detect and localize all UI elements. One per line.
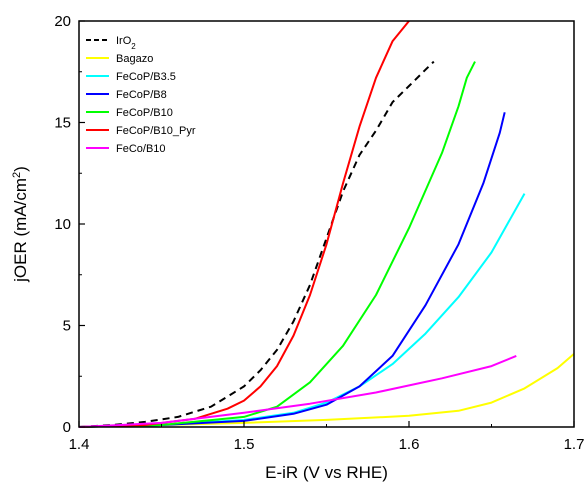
series-line-0 [78,60,435,428]
legend-label-5: FeCoP/B10_Pyr [116,125,196,137]
tick-layer: 1.4 1.5 1.6 1.7 0 5 10 15 20 [54,13,584,453]
y-axis-title-end: ) [11,166,30,172]
y-tick-label-0: 0 [63,419,71,436]
x-tick-label-0: 1.4 [69,436,90,453]
legend-label-0: IrO2 [116,35,136,51]
legend-label-sub-0: 2 [131,42,136,51]
series-line-5 [78,20,410,428]
y-tick-label-3: 15 [54,115,71,132]
legend-label-2: FeCoP/B3.5 [116,71,176,83]
series-line-6 [78,354,517,428]
y-tick-label-2: 10 [54,216,71,233]
x-tick-label-1: 1.5 [234,436,255,453]
y-axis-title: jOER (mA/cm2) [11,166,30,283]
series-layer [78,20,575,428]
series-line-2 [78,193,526,428]
x-tick-label-2: 1.6 [399,436,420,453]
legend-label-6: FeCo/B10 [116,143,166,155]
y-axis-title-sup: 2 [11,172,23,178]
series-line-4 [78,61,476,428]
legend: IrO2 Bagazo FeCoP/B3.5 FeCoP/B8 FeCoP/B10 FeC… [86,35,196,155]
legend-label-4: FeCoP/B10 [116,107,173,119]
legend-label-1: Bagazo [116,53,153,65]
series-line-3 [78,112,506,428]
y-tick-label-4: 20 [54,13,71,30]
legend-label-3: FeCoP/B8 [116,89,167,101]
x-axis-title: E-iR (V vs RHE) [265,463,388,482]
x-tick-label-3: 1.7 [564,436,585,453]
y-tick-label-1: 5 [63,318,71,335]
y-axis-title-main: jOER (mA/cm [11,178,30,283]
